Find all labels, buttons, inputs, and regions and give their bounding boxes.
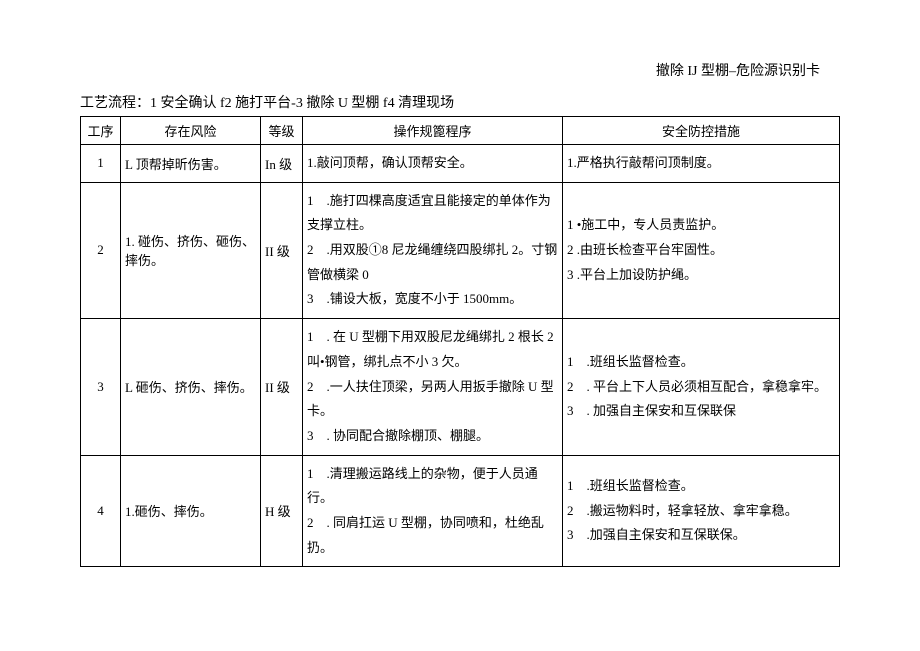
- table-row: 4 1.砸伤、摔伤。 H 级 1 .清理搬运路线上的杂物，便于人员通行。2 . …: [81, 455, 840, 567]
- cell-risk: L 砸伤、挤伤、摔伤。: [121, 319, 261, 455]
- cell-procedure: 1 .清理搬运路线上的杂物，便于人员通行。2 . 同肩扛运 U 型棚，协同喷和，…: [303, 455, 563, 567]
- cell-seq: 4: [81, 455, 121, 567]
- cell-level: In 级: [261, 145, 303, 183]
- cell-procedure: 1 . 在 U 型棚下用双股尼龙绳绑扎 2 根长 2 叫•钢管，绑扎点不小 3 …: [303, 319, 563, 455]
- cell-seq: 2: [81, 182, 121, 318]
- cell-measure: 1 .班组长监督检查。2 .搬运物料时，轻拿轻放、拿牢拿稳。3 .加强自主保安和…: [563, 455, 840, 567]
- cell-procedure: 1.敲问顶帮，确认顶帮安全。: [303, 145, 563, 183]
- table-row: 2 1. 碰伤、挤伤、砸伤、摔伤。 II 级 1 .施打四棵高度适宜且能接定的单…: [81, 182, 840, 318]
- cell-risk: 1. 碰伤、挤伤、砸伤、摔伤。: [121, 182, 261, 318]
- table-row: 3 L 砸伤、挤伤、摔伤。 II 级 1 . 在 U 型棚下用双股尼龙绳绑扎 2…: [81, 319, 840, 455]
- col-header-measure: 安全防控措施: [563, 117, 840, 145]
- cell-procedure: 1 .施打四棵高度适宜且能接定的单体作为支撑立柱。2 .用双股①8 尼龙绳缠绕四…: [303, 182, 563, 318]
- hazard-table: 工序 存在风险 等级 操作规篦程序 安全防控措施 1 L 顶帮掉昕伤害。 In …: [80, 116, 840, 567]
- cell-measure: 1.严格执行敲帮问顶制度。: [563, 145, 840, 183]
- cell-level: II 级: [261, 319, 303, 455]
- page-title: 撤除 IJ 型棚–危险源识别卡: [80, 60, 840, 80]
- process-flow-text: 工艺流程：1 安全确认 f2 施打平台-3 撤除 U 型棚 f4 清理现场: [80, 92, 840, 112]
- cell-seq: 3: [81, 319, 121, 455]
- cell-risk: 1.砸伤、摔伤。: [121, 455, 261, 567]
- table-row: 1 L 顶帮掉昕伤害。 In 级 1.敲问顶帮，确认顶帮安全。 1.严格执行敲帮…: [81, 145, 840, 183]
- cell-level: H 级: [261, 455, 303, 567]
- col-header-risk: 存在风险: [121, 117, 261, 145]
- cell-risk: L 顶帮掉昕伤害。: [121, 145, 261, 183]
- cell-level: II 级: [261, 182, 303, 318]
- cell-measure: 1 •施工中，专人员责监护。2 .由班长检查平台牢固性。3 .平台上加设防护绳。: [563, 182, 840, 318]
- col-header-level: 等级: [261, 117, 303, 145]
- table-header-row: 工序 存在风险 等级 操作规篦程序 安全防控措施: [81, 117, 840, 145]
- col-header-procedure: 操作规篦程序: [303, 117, 563, 145]
- cell-measure: 1 .班组长监督检查。2 . 平台上下人员必须相互配合，拿稳拿牢。3 . 加强自…: [563, 319, 840, 455]
- col-header-seq: 工序: [81, 117, 121, 145]
- cell-seq: 1: [81, 145, 121, 183]
